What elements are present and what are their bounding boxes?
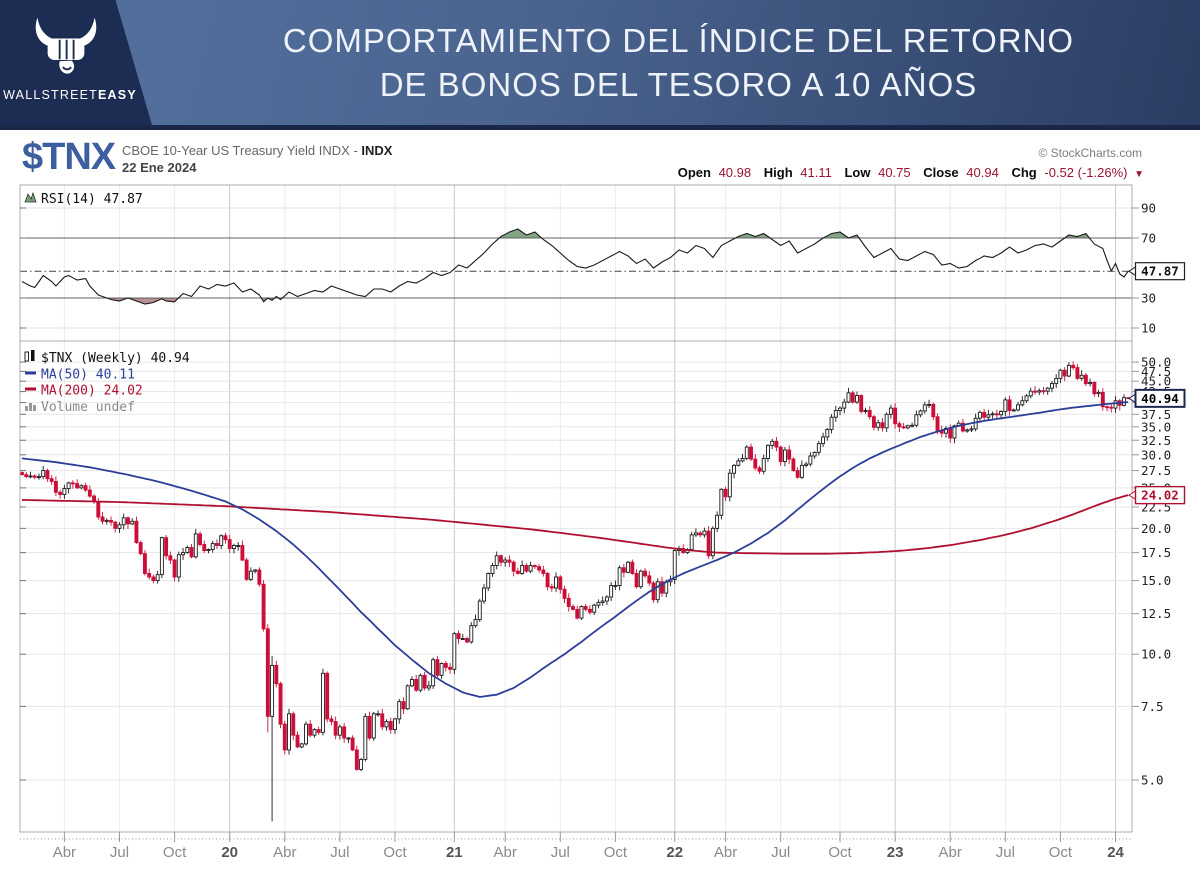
- bottom-axis: Abr Jul Oct 20 Abr Jul Oct 21 Abr Jul Oct 22 Abr Jul O…: [20, 832, 1132, 861]
- ma200-legend: MA(200) 24.02: [41, 384, 143, 399]
- candlesticks: [20, 361, 1131, 822]
- svg-text:30: 30: [1141, 291, 1156, 306]
- high-label: High: [763, 165, 793, 180]
- x-axis-month-label: Abr: [714, 844, 737, 861]
- x-axis-year-label: 21: [446, 844, 463, 861]
- ma50-line: [21, 401, 1129, 698]
- chart-canvas: 50.047.545.042.540.037.535.032.530.027.5…: [19, 184, 1186, 861]
- x-axis-month-label: Oct: [1049, 844, 1073, 861]
- bull-fist-icon: [35, 17, 97, 74]
- svg-text:37.5: 37.5: [1141, 407, 1171, 422]
- x-axis-month-label: Oct: [163, 844, 187, 861]
- ma200-line: [21, 494, 1129, 555]
- x-axis-month-label: Jul: [551, 844, 570, 861]
- svg-text:24.02: 24.02: [1141, 488, 1179, 503]
- rsi-legend-icon: [24, 191, 37, 203]
- x-axis-year-label: 23: [887, 844, 904, 861]
- x-axis-month-label: Abr: [939, 844, 962, 861]
- svg-text:40.94: 40.94: [1141, 391, 1179, 406]
- close-label: Close: [923, 165, 959, 180]
- chg-value: -0.52 (-1.26%): [1044, 165, 1128, 180]
- rsi-reference-lines: [20, 237, 1132, 299]
- panel-borders: [19, 184, 1133, 833]
- volume-legend: Volume undef: [41, 400, 135, 415]
- price-legend: $TNX (Weekly) 40.94: [41, 351, 190, 366]
- rsi-line: [21, 228, 1129, 305]
- candlestick-legend-icon2: [31, 350, 35, 361]
- chart-date: 22 Ene 2024: [122, 160, 197, 175]
- price-gridlines: [20, 361, 1132, 781]
- ma200-legend-icon: [25, 387, 36, 391]
- high-value: 41.11: [800, 165, 832, 180]
- ticker-description: CBOE 10-Year US Treasury Yield INDX - IN…: [122, 143, 393, 158]
- page-title: COMPORTAMIENTO DEL ÍNDICE DEL RETORNO DE…: [165, 0, 1192, 125]
- brand-logo-block: WALLSTREETEASY: [0, 0, 152, 125]
- low-label: Low: [844, 165, 871, 180]
- x-axis-year-label: 22: [666, 844, 683, 861]
- ma200-line: [21, 494, 1129, 555]
- rsi-threshold-fills: [20, 229, 1129, 304]
- svg-text:90: 90: [1141, 201, 1156, 216]
- rsi-value-box: 47.87: [1128, 262, 1186, 281]
- open-label: Open: [677, 165, 711, 180]
- ohlc-quote-line: Open 40.98 High 41.11 Low 40.75 Close 40…: [678, 165, 1144, 180]
- chg-down-triangle-icon: ▼: [1134, 169, 1144, 180]
- svg-text:17.5: 17.5: [1141, 545, 1171, 560]
- vertical-gridlines: [63, 185, 1117, 832]
- svg-text:45.0: 45.0: [1141, 374, 1171, 389]
- svg-text:10: 10: [1141, 321, 1156, 336]
- x-axis-year-label: 24: [1107, 844, 1124, 861]
- open-value: 40.98: [718, 165, 752, 180]
- brand-name: WALLSTREETEASY: [3, 88, 137, 102]
- svg-text:32.5: 32.5: [1141, 433, 1171, 448]
- x-axis-year-label: 20: [221, 844, 238, 861]
- volume-legend-icon: [25, 406, 28, 411]
- low-value: 40.75: [878, 165, 911, 180]
- ticker-symbol: $TNX: [22, 136, 116, 178]
- rsi-line: [21, 228, 1129, 305]
- x-axis-month-label: Oct: [383, 844, 407, 861]
- svg-text:20.0: 20.0: [1141, 521, 1171, 536]
- svg-text:7.5: 7.5: [1141, 699, 1164, 714]
- svg-text:27.5: 27.5: [1141, 463, 1171, 478]
- ma50-legend-icon: [25, 371, 36, 375]
- ma200-value-box: 24.02: [1128, 485, 1186, 505]
- svg-text:5.0: 5.0: [1141, 772, 1164, 787]
- x-axis-month-label: Oct: [604, 844, 628, 861]
- close-value-box: 40.94: [1128, 388, 1186, 408]
- x-axis-month-label: Oct: [828, 844, 852, 861]
- x-axis-month-label: Abr: [494, 844, 517, 861]
- left-axis-ticks: [20, 207, 26, 781]
- x-axis-month-label: Jul: [771, 844, 790, 861]
- x-axis-month-label: Jul: [110, 844, 129, 861]
- title-line-2: DE BONOS DEL TESORO A 10 AÑOS: [379, 65, 978, 103]
- svg-text:47.87: 47.87: [1141, 264, 1179, 279]
- x-axis-month-label: Abr: [273, 844, 296, 861]
- rsi-gridlines: [20, 207, 1132, 329]
- title-line-1: COMPORTAMIENTO DEL ÍNDICE DEL RETORNO: [282, 21, 1075, 59]
- ma50-legend: MA(50) 40.11: [41, 368, 135, 383]
- ma50-line: [21, 401, 1129, 698]
- rsi-legend: RSI(14) 47.87: [41, 192, 143, 207]
- svg-text:50.0: 50.0: [1141, 355, 1171, 370]
- svg-text:12.5: 12.5: [1141, 606, 1171, 621]
- close-value: 40.94: [966, 165, 999, 180]
- chart-section: 50.047.545.042.540.037.535.032.530.027.5…: [0, 130, 1200, 869]
- legends: RSI(14) 47.87 $TNX (Weekly) 40.94 MA(50) 4…: [24, 191, 190, 415]
- x-axis-month-label: Jul: [330, 844, 349, 861]
- stockcharts-attribution: © StockCharts.com: [1038, 146, 1142, 160]
- chg-label: Chg: [1011, 165, 1037, 180]
- svg-text:30.0: 30.0: [1141, 447, 1171, 462]
- x-axis-month-label: Abr: [53, 844, 76, 861]
- svg-text:70: 70: [1141, 231, 1156, 246]
- svg-text:35.0: 35.0: [1141, 419, 1171, 434]
- svg-text:10.0: 10.0: [1141, 647, 1171, 662]
- x-axis-month-label: Jul: [996, 844, 1015, 861]
- svg-text:47.5: 47.5: [1141, 364, 1171, 379]
- svg-text:15.0: 15.0: [1141, 573, 1171, 588]
- header-banner: WALLSTREETEASY COMPORTAMIENTO DEL ÍNDICE…: [0, 0, 1200, 130]
- candlestick-legend-icon: [24, 351, 29, 362]
